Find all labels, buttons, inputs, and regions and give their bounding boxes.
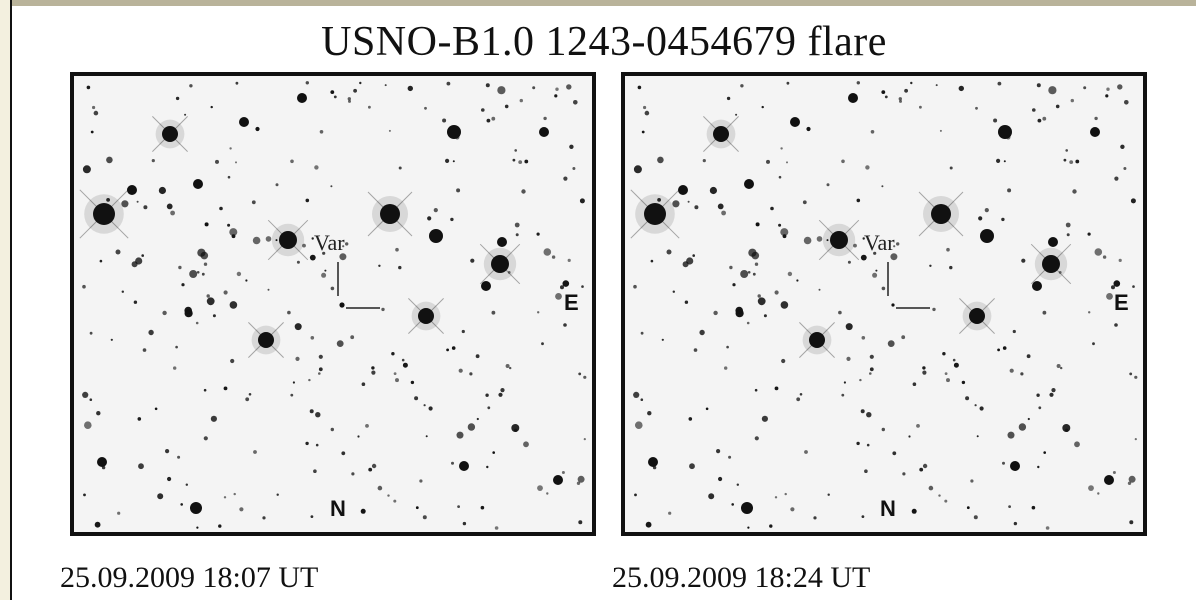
east-label-1: E xyxy=(564,290,579,315)
figure-title: USNO-B1.0 1243-0454679 flare xyxy=(321,19,887,65)
star-field-panel-2: Var E N xyxy=(621,72,1147,536)
timestamp-1: 25.09.2009 18:07 UT xyxy=(60,561,319,594)
var-marker-2 xyxy=(887,262,930,309)
var-label-1: Var xyxy=(314,230,345,255)
left-bar xyxy=(0,0,12,600)
stars-1 xyxy=(79,81,587,530)
star-field-2: Var E N xyxy=(630,81,1138,530)
star-field-panel-1: Var E N xyxy=(70,72,596,536)
stars-2 xyxy=(630,81,1138,530)
var-marker-1 xyxy=(337,262,380,309)
north-label-2: N xyxy=(880,496,896,521)
north-label-1: N xyxy=(330,496,346,521)
east-label-2: E xyxy=(1114,290,1129,315)
var-label-2: Var xyxy=(864,230,895,255)
top-bar xyxy=(0,0,1196,6)
timestamp-2: 25.09.2009 18:24 UT xyxy=(612,561,871,594)
star-field-1: Var E N xyxy=(79,81,587,530)
